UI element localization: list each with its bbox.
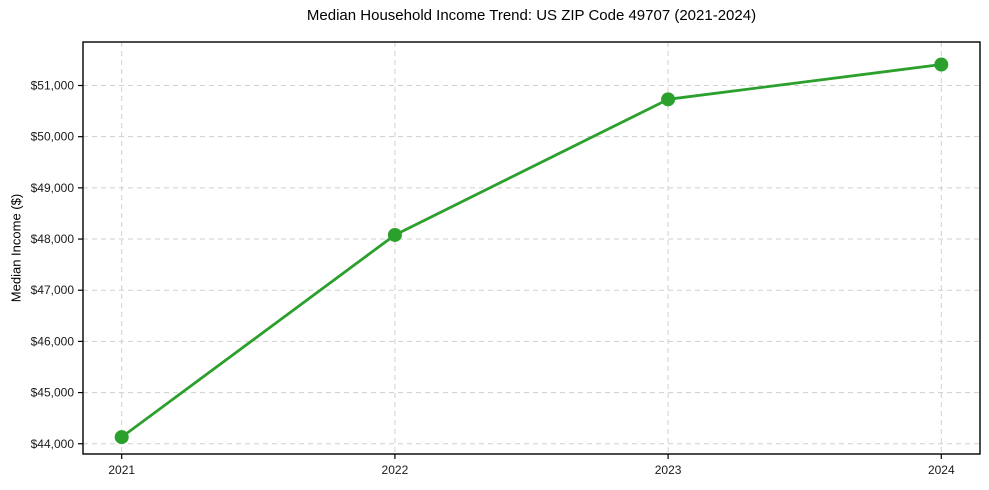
- y-tick-label: $48,000: [31, 232, 75, 246]
- y-tick-label: $49,000: [31, 181, 75, 195]
- y-tick-label: $44,000: [31, 437, 75, 451]
- y-tick-label: $50,000: [31, 130, 75, 144]
- x-tick-label: 2022: [382, 463, 409, 477]
- axes-border: [82, 41, 981, 455]
- y-tick-label: $47,000: [31, 283, 75, 297]
- x-tick-label: 2024: [928, 463, 955, 477]
- trend-line: [120, 63, 943, 439]
- x-tick-label: 2021: [108, 463, 135, 477]
- y-tick-label: $45,000: [31, 386, 75, 400]
- data-point: [114, 430, 129, 445]
- data-point: [934, 57, 949, 72]
- chart-title: Median Household Income Trend: US ZIP Co…: [306, 7, 757, 24]
- y-tick-label: $46,000: [31, 334, 75, 348]
- y-tick-label: $51,000: [31, 79, 75, 93]
- data-point: [387, 227, 402, 242]
- data-point: [661, 92, 676, 107]
- x-tick-label: 2023: [655, 463, 682, 477]
